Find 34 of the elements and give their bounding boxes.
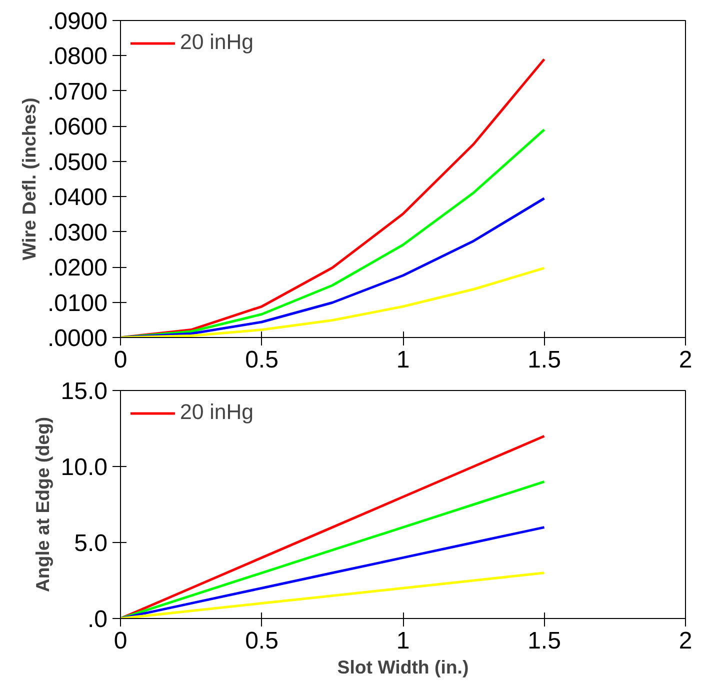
x-tick-label: 2 bbox=[678, 346, 692, 374]
y-tick-label: .0800 bbox=[47, 43, 108, 70]
legend-label: 20 inHg bbox=[180, 30, 254, 55]
y-tick-label: .0900 bbox=[47, 8, 108, 35]
x-tick-label: 1 bbox=[396, 346, 410, 374]
x-tick-label: 0.5 bbox=[245, 346, 278, 374]
line-series bbox=[120, 434, 546, 618]
y-tick-label: 15.0 bbox=[60, 378, 108, 405]
y-tick-label: .0000 bbox=[47, 325, 108, 352]
x-tick-label: 1.5 bbox=[528, 628, 561, 654]
line-series bbox=[120, 526, 546, 618]
line-series bbox=[120, 480, 546, 618]
y-tick-label: .0200 bbox=[47, 254, 108, 282]
x-tick-label: 1.5 bbox=[528, 346, 561, 374]
y-tick-label: .0100 bbox=[47, 290, 108, 317]
y-tick-label: .0600 bbox=[47, 114, 108, 141]
y-axis-title: Angle at Edge (deg) bbox=[32, 416, 53, 592]
y-tick-label: 10.0 bbox=[60, 454, 108, 481]
line-series bbox=[120, 572, 546, 618]
y-tick-label: .0500 bbox=[47, 148, 108, 176]
line-series bbox=[120, 266, 546, 338]
x-tick-label: 0.5 bbox=[245, 628, 278, 654]
x-tick-label: 2 bbox=[678, 628, 692, 654]
x-axis-title: Slot Width (in.) bbox=[337, 656, 469, 678]
y-tick-label: .0400 bbox=[47, 184, 108, 212]
y-tick-label: .0700 bbox=[47, 78, 108, 106]
y-tick-label: 5.0 bbox=[74, 530, 108, 557]
legend-label: 20 inHg bbox=[180, 400, 254, 425]
y-axis-title: Wire Defl. (inches) bbox=[18, 98, 40, 260]
x-tick-label: 0 bbox=[114, 346, 128, 374]
x-tick-label: 0 bbox=[114, 628, 128, 654]
x-tick-label: 1 bbox=[396, 628, 410, 654]
y-tick-label: .0300 bbox=[47, 219, 108, 246]
y-tick-label: .0 bbox=[87, 606, 108, 633]
